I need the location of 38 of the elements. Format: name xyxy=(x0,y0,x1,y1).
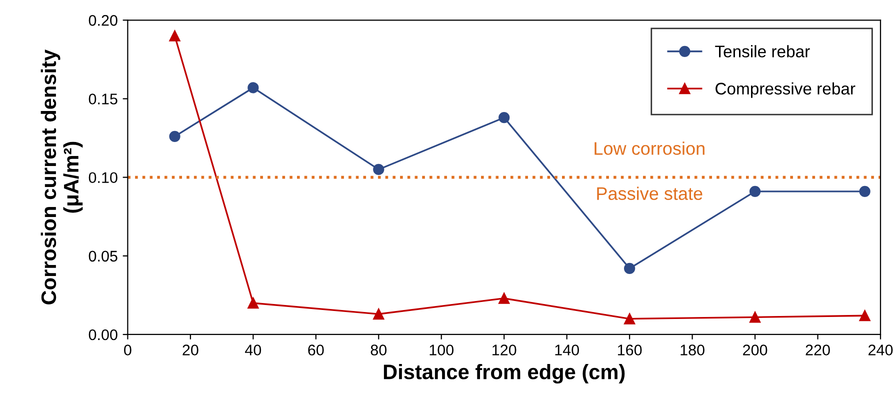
point xyxy=(169,30,180,42)
y-tick-label: 0.15 xyxy=(88,94,118,104)
point xyxy=(859,186,870,198)
point xyxy=(373,164,384,176)
x-tick-label: 160 xyxy=(618,344,642,356)
x-tick-label: 60 xyxy=(308,344,324,356)
x-tick-label: 240 xyxy=(868,344,893,356)
point xyxy=(498,292,510,304)
point xyxy=(624,313,636,324)
point xyxy=(248,82,259,94)
y-tick-label: 0.10 xyxy=(88,172,118,184)
x-tick-label: 0 xyxy=(124,344,132,356)
y-tick-label: 0.20 xyxy=(88,15,118,26)
point xyxy=(859,310,870,322)
point xyxy=(169,130,180,142)
annotation: Low corrosion xyxy=(594,142,704,155)
point xyxy=(498,112,510,124)
legend-label: Compressive rebar xyxy=(716,82,856,98)
point xyxy=(248,298,259,309)
y-axis-title: Corrosion current density (μA/m²) xyxy=(40,50,83,304)
x-axis-title: Distance from edge (cm) xyxy=(384,364,625,384)
x-tick-label: 80 xyxy=(370,344,387,356)
x-tick-label: 100 xyxy=(430,344,454,356)
point xyxy=(749,312,761,323)
y-tick-label: 0.05 xyxy=(88,250,118,262)
x-tick-label: 140 xyxy=(555,344,579,356)
x-tick-label: 200 xyxy=(743,344,768,356)
x-tick-label: 40 xyxy=(245,344,262,356)
point xyxy=(373,308,384,320)
x-tick-label: 180 xyxy=(680,344,704,356)
x-tick-label: 20 xyxy=(182,344,198,356)
legend-label: Tensile rebar xyxy=(715,45,810,58)
x-tick-label: 120 xyxy=(492,344,516,356)
y-tick-label: 0.00 xyxy=(88,329,118,340)
point xyxy=(749,186,761,198)
point xyxy=(624,262,636,274)
x-tick-label: 220 xyxy=(806,344,830,356)
annotation: Passive state xyxy=(597,186,702,200)
